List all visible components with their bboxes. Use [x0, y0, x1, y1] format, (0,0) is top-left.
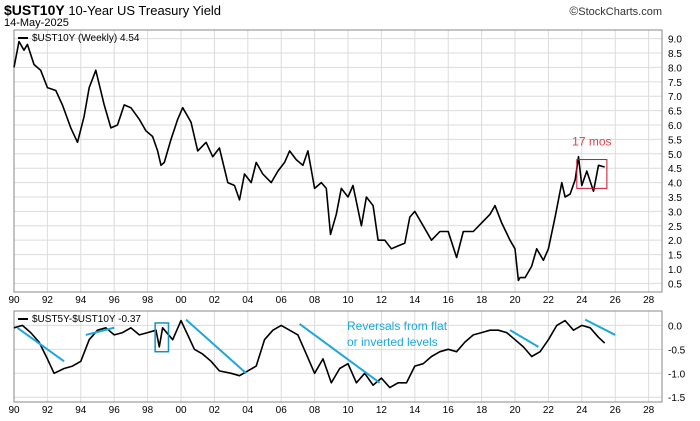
yield-legend: $UST10Y (Weekly) 4.54	[32, 33, 140, 44]
yield-x-tick-label: 98	[142, 295, 154, 306]
yield-y-tick-label: 5.0	[668, 150, 682, 161]
spread-x-tick-label: 00	[175, 405, 187, 416]
yield-x-tick-label: 96	[109, 295, 121, 306]
reversal-trend-line	[85, 326, 115, 336]
reversal-trend-line	[509, 329, 539, 348]
spread-y-tick-label: -0.5	[668, 345, 686, 356]
spread-x-tick-label: 02	[209, 405, 221, 416]
annotation-box	[576, 159, 608, 189]
reversal-annotation-line2: or inverted levels	[347, 335, 438, 349]
yield-y-tick-label: 1.5	[668, 251, 682, 262]
yield-y-tick-label: 8.5	[668, 49, 682, 60]
spread-frame	[13, 310, 663, 403]
reversal-trend-line	[298, 323, 381, 384]
reversal-trend-line	[185, 318, 247, 375]
spread-x-tick-label: 90	[8, 405, 20, 416]
spread-highlight-box	[154, 322, 170, 353]
copyright-icon: ©	[569, 4, 579, 18]
yield-x-tick-label: 16	[443, 295, 455, 306]
reversal-trend-line	[584, 318, 616, 336]
yield-x-tick-label: 00	[175, 295, 187, 306]
spread-legend: $UST5Y-$UST10Y -0.37	[32, 314, 141, 325]
spread-x-tick-label: 16	[443, 405, 455, 416]
chart-date: 14-May-2025	[4, 17, 69, 29]
yield-y-tick-label: 3.5	[668, 193, 682, 204]
spread-x-tick-label: 14	[409, 405, 421, 416]
yield-x-tick-label: 26	[610, 295, 622, 306]
spread-x-tick-label: 18	[476, 405, 488, 416]
spread-x-tick-label: 22	[543, 405, 555, 416]
spread-x-tick-label: 06	[276, 405, 288, 416]
yield-y-tick-label: 8.0	[668, 63, 682, 74]
yield-y-tick-label: 6.0	[668, 121, 682, 132]
spread-x-tick-label: 08	[309, 405, 321, 416]
yield-y-tick-label: 2.5	[668, 222, 682, 233]
yield-y-tick-label: 5.5	[668, 135, 682, 146]
yield-x-tick-label: 92	[42, 295, 54, 306]
yield-frame	[13, 29, 663, 293]
yield-x-tick-label: 14	[409, 295, 421, 306]
spread-y-tick-label: -1.5	[668, 393, 686, 404]
spread-x-tick-label: 94	[75, 405, 87, 416]
yield-x-tick-label: 06	[276, 295, 288, 306]
spread-series-line	[13, 319, 606, 389]
yield-x-tick-label: 24	[576, 295, 588, 306]
spread-x-tick-label: 12	[376, 405, 388, 416]
yield-y-tick-label: 2.0	[668, 236, 682, 247]
spread-x-tick-label: 20	[509, 405, 521, 416]
yield-x-tick-label: 28	[643, 295, 655, 306]
spread-x-tick-label: 04	[242, 405, 254, 416]
brand-name: StockCharts.com	[578, 6, 662, 18]
yield-y-tick-label: 1.0	[668, 265, 682, 276]
yield-y-tick-label: 9.0	[668, 35, 682, 46]
spread-x-tick-label: 28	[643, 405, 655, 416]
yield-y-tick-label: 6.5	[668, 107, 682, 118]
spread-x-tick-label: 98	[142, 405, 154, 416]
yield-x-tick-label: 20	[509, 295, 521, 306]
spread-y-tick-label: -1.0	[668, 369, 686, 380]
brand-label[interactable]: ©StockCharts.com	[569, 4, 662, 18]
spread-x-tick-label: 92	[42, 405, 54, 416]
yield-x-tick-label: 12	[376, 295, 388, 306]
yield-y-tick-label: 3.0	[668, 207, 682, 218]
yield-series-line	[13, 40, 605, 282]
annotation-label: 17 mos	[572, 135, 611, 149]
yield-x-tick-label: 94	[75, 295, 87, 306]
yield-y-tick-label: 0.5	[668, 279, 682, 290]
yield-y-tick-label: 4.5	[668, 164, 682, 175]
yield-x-tick-label: 90	[8, 295, 20, 306]
reversal-trend-line	[16, 326, 65, 363]
spread-x-tick-label: 96	[109, 405, 121, 416]
yield-x-tick-label: 02	[209, 295, 221, 306]
ticker-symbol: $UST10Y	[4, 2, 65, 18]
chart-subtitle: 10-Year US Treasury Yield	[68, 3, 222, 18]
yield-y-tick-label: 7.5	[668, 78, 682, 89]
yield-x-tick-label: 22	[543, 295, 555, 306]
spread-y-tick-label: 0.0	[668, 321, 682, 332]
yield-x-tick-label: 18	[476, 295, 488, 306]
yield-x-tick-label: 08	[309, 295, 321, 306]
yield-y-tick-label: 4.0	[668, 179, 682, 190]
yield-x-tick-label: 10	[342, 295, 354, 306]
chart-title: $UST10Y 10-Year US Treasury Yield	[4, 2, 221, 18]
yield-x-tick-label: 04	[242, 295, 254, 306]
spread-x-tick-label: 10	[342, 405, 354, 416]
yield-y-tick-label: 7.0	[668, 92, 682, 103]
reversal-annotation-line1: Reversals from flat	[347, 319, 448, 333]
spread-x-tick-label: 24	[576, 405, 588, 416]
spread-x-tick-label: 26	[610, 405, 622, 416]
